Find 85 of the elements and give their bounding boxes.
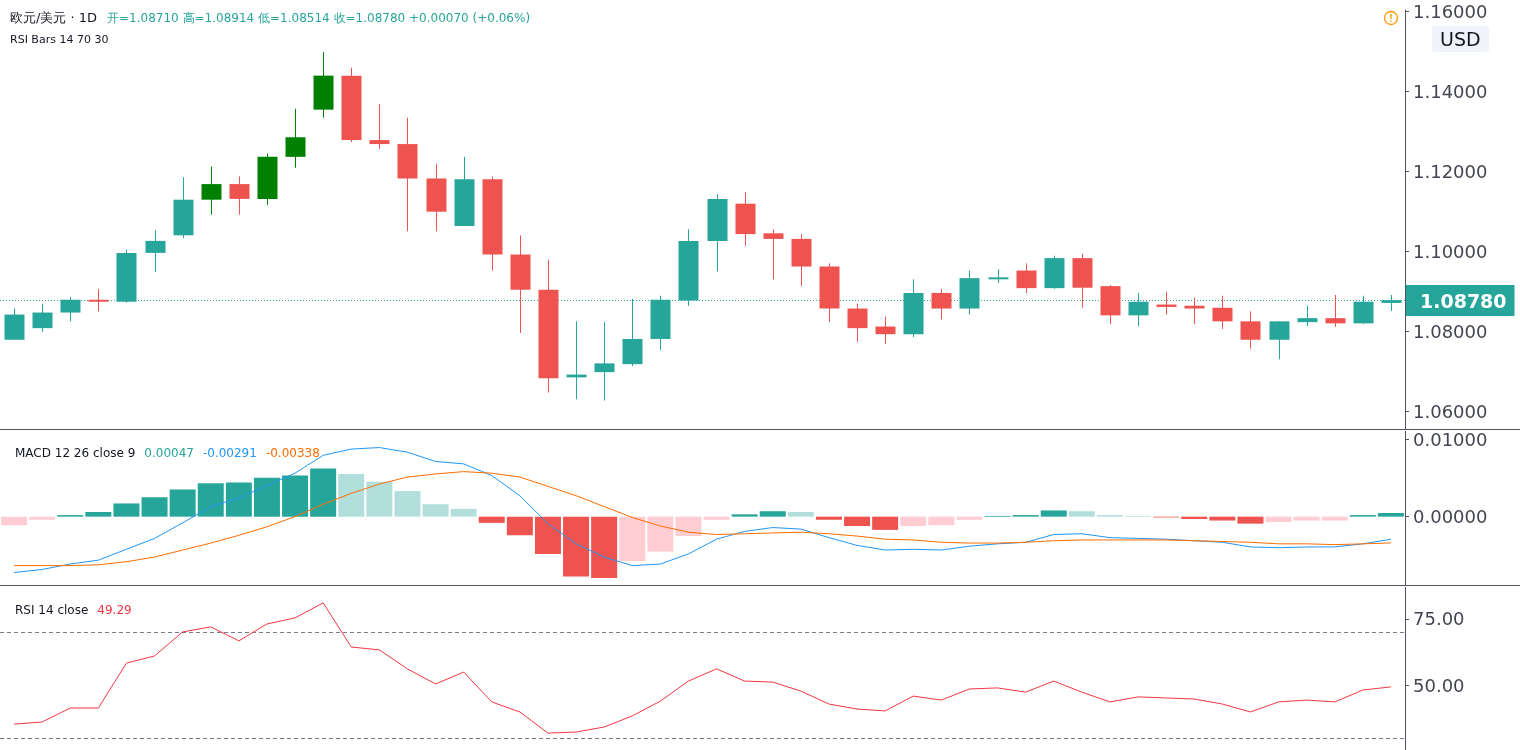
bar	[1068, 511, 1095, 517]
candlestick	[369, 103, 390, 150]
bar	[619, 516, 646, 561]
candlestick	[1240, 310, 1261, 350]
candlestick	[763, 228, 784, 280]
y-tick-label: 1.08000	[1413, 320, 1488, 342]
bar	[113, 503, 140, 517]
bar	[956, 516, 983, 520]
bar	[815, 516, 842, 520]
bar	[506, 516, 533, 536]
y-tick-label: 75.00	[1413, 608, 1465, 630]
candlestick	[847, 303, 868, 343]
candlestick	[285, 108, 306, 169]
y-tick-label: 1.06000	[1413, 400, 1488, 422]
text: -0.00291	[202, 446, 257, 460]
text: -0.00338	[265, 446, 320, 460]
bar	[1265, 516, 1292, 523]
line-series	[13, 602, 1392, 734]
candlestick	[1297, 305, 1318, 327]
bar	[478, 516, 505, 523]
candlestick	[1325, 294, 1346, 328]
bar	[900, 516, 927, 526]
bar	[394, 491, 421, 517]
y-axis-title: USD	[1432, 26, 1489, 52]
bar	[872, 516, 899, 530]
candlestick	[594, 321, 615, 402]
bar	[1321, 516, 1348, 521]
bar	[759, 511, 786, 517]
y-tick-label: 1.12000	[1413, 160, 1488, 182]
y-tick-label: 50.00	[1413, 674, 1465, 696]
bar	[1293, 516, 1320, 521]
line-series	[13, 447, 1392, 574]
bar	[1237, 516, 1264, 524]
bar	[731, 514, 758, 517]
bar	[787, 512, 814, 517]
bar	[563, 516, 590, 577]
bar	[703, 516, 730, 520]
line-series	[13, 471, 1392, 567]
bar	[1, 516, 28, 526]
y-tick-label: 0.00000	[1413, 506, 1488, 528]
bar	[1377, 513, 1404, 517]
candlestick	[201, 165, 222, 215]
bar	[534, 516, 561, 554]
y-tick-label: 1.10000	[1413, 240, 1488, 262]
chart-subtitle: 开=1.08710 高=1.08914 低=1.08514 收=1.08780 +0.00070 (+0.06%)	[107, 11, 531, 25]
candlestick	[229, 175, 250, 215]
bar	[169, 489, 196, 517]
y-tick-label: 0.01000	[1413, 428, 1488, 450]
bar	[310, 468, 337, 517]
bar	[253, 477, 280, 517]
candlestick	[32, 303, 53, 333]
ref-line-label: 1.08780	[1420, 289, 1507, 312]
bar	[422, 504, 449, 517]
candlestick	[88, 288, 109, 312]
series-label: 0.00047	[144, 446, 194, 460]
bar	[675, 516, 702, 537]
annotation: RSI Bars 14 70 30	[10, 33, 109, 46]
bar	[647, 516, 674, 552]
candlestick	[1212, 295, 1233, 330]
bar	[366, 481, 393, 517]
text: RSI 14 close	[15, 603, 89, 617]
text: 49.29	[97, 603, 132, 617]
bar	[450, 508, 477, 517]
candlestick	[1184, 297, 1205, 325]
bar	[338, 473, 365, 517]
y-tick-label: 1.14000	[1413, 80, 1488, 102]
bar	[197, 483, 224, 517]
bar	[928, 516, 955, 526]
bar	[141, 497, 168, 517]
bar	[29, 516, 56, 520]
candlestick	[875, 316, 896, 345]
bar	[282, 475, 309, 517]
candlestick	[931, 288, 952, 320]
bar	[844, 516, 871, 526]
y-tick-label: 1.16000	[1413, 0, 1488, 22]
bar	[591, 516, 618, 579]
bar	[225, 482, 252, 517]
candlestick	[145, 229, 166, 273]
bar	[1040, 510, 1067, 517]
candlestick	[1269, 320, 1290, 360]
chart-title: 欧元/美元 · 1D	[10, 10, 98, 25]
text: MACD 12 26 close 9	[15, 446, 136, 460]
candlestick	[1016, 262, 1037, 294]
bar	[1209, 516, 1236, 521]
bar	[85, 512, 112, 517]
